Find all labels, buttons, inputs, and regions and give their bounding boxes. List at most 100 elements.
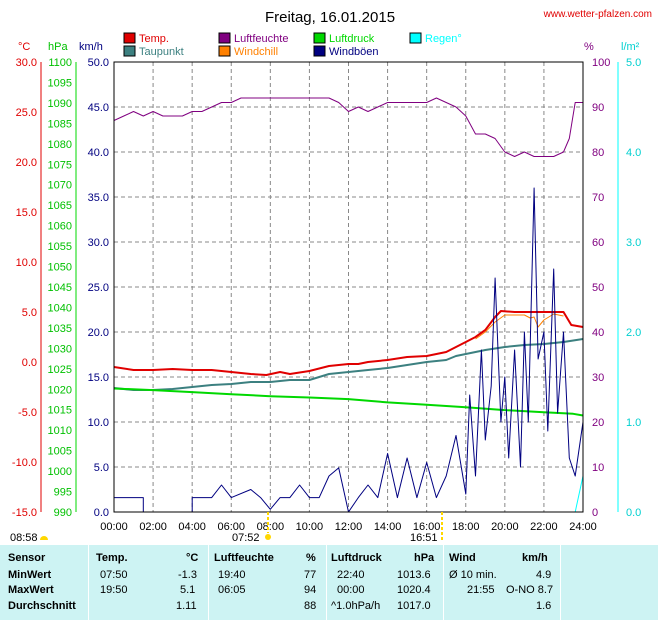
temp-tick-label: 25.0 <box>16 107 37 119</box>
humidity-tick-label: 60 <box>592 237 604 249</box>
rain-tick-label: 3.0 <box>626 237 641 249</box>
pressure-tick-label: 1010 <box>48 425 72 437</box>
wind-tick-label: 5.0 <box>94 462 109 474</box>
temp-unit-label: °C <box>18 41 30 53</box>
wind-tick-label: 35.0 <box>88 192 109 204</box>
pressure-tick-label: 990 <box>54 507 72 519</box>
temp-tick-label: 5.0 <box>22 307 37 319</box>
row-min-wind-desc: Ø 10 min. <box>449 569 497 581</box>
header-wind: Wind <box>449 552 476 564</box>
x-tick-label: 10:00 <box>296 521 324 533</box>
wind-tick-label: 30.0 <box>88 237 109 249</box>
temp-tick-label: 30.0 <box>16 57 37 69</box>
pressure-tick-label: 1060 <box>48 221 72 233</box>
pressure-tick-label: 1020 <box>48 384 72 396</box>
temp-tick-label: 15.0 <box>16 207 37 219</box>
row-max-temp-value: 5.1 <box>180 584 196 596</box>
row-min-pressure-time: 22:40 <box>337 569 365 581</box>
x-tick-label: 08:00 <box>257 521 285 533</box>
legend-label: Taupunkt <box>139 46 184 58</box>
dewpoint-series <box>113 338 584 391</box>
pressure-tick-label: 1000 <box>48 466 72 478</box>
row-min-pressure-value: 1013.6 <box>397 569 431 581</box>
x-tick-label: 04:00 <box>178 521 206 533</box>
pressure-tick-label: 1040 <box>48 302 72 314</box>
pressure-tick-label: 1095 <box>48 77 72 89</box>
wind-gust-series <box>114 187 584 513</box>
rain-tick-label: 0.0 <box>626 507 641 519</box>
row-max-humidity-value: 94 <box>304 584 317 596</box>
rain-tick-label: 1.0 <box>626 417 641 429</box>
humidity-tick-label: 40 <box>592 327 604 339</box>
temp-tick-label: 20.0 <box>16 157 37 169</box>
x-tick-label: 24:00 <box>569 521 597 533</box>
header-sensor: Sensor <box>8 552 46 564</box>
x-tick-label: 02:00 <box>139 521 167 533</box>
row-max-wind-desc: 21:55 <box>467 584 495 596</box>
rain-tick-label: 5.0 <box>626 57 641 69</box>
statistics-table: Sensor Temp. °C Luftfeuchte % Luftdruck … <box>0 545 658 620</box>
legend-swatch <box>218 32 231 44</box>
wind-tick-label: 45.0 <box>88 102 109 114</box>
x-tick-label: 06:00 <box>217 521 245 533</box>
row-min-temp-time: 07:50 <box>100 569 128 581</box>
sunrise-icon <box>40 536 48 540</box>
x-tick-label: 22:00 <box>530 521 558 533</box>
legend-swatch <box>409 32 422 44</box>
pressure-tick-label: 1100 <box>48 57 72 69</box>
humidity-tick-label: 100 <box>592 57 610 69</box>
x-tick-label: 00:00 <box>100 521 128 533</box>
pressure-tick-label: 1080 <box>48 139 72 151</box>
row-min-humidity-value: 77 <box>304 569 317 581</box>
windchill-series <box>475 313 564 340</box>
temp-tick-label: -15.0 <box>12 507 37 519</box>
pressure-unit-label: hPa <box>48 41 68 53</box>
legend-label: Windchill <box>234 46 278 58</box>
legend-label: Regen° <box>425 33 462 45</box>
humidity-tick-label: 80 <box>592 147 604 159</box>
row-max-label: MaxWert <box>8 584 54 596</box>
temp-tick-label: -10.0 <box>12 457 37 469</box>
pressure-tick-label: 1025 <box>48 364 72 376</box>
chart-title: Freitag, 16.01.2015 <box>265 9 395 26</box>
legend-swatch <box>123 32 136 44</box>
row-min-wind-value: 4.9 <box>536 569 552 581</box>
pressure-series <box>113 387 584 417</box>
header-temp-unit: °C <box>186 552 199 564</box>
legend-label: Luftfeuchte <box>234 33 288 45</box>
wind-tick-label: 25.0 <box>88 282 109 294</box>
pressure-tick-label: 1005 <box>48 446 72 458</box>
temp-tick-label: 10.0 <box>16 257 37 269</box>
pressure-tick-label: 1065 <box>48 200 72 212</box>
wind-tick-label: 20.0 <box>88 327 109 339</box>
row-max-pressure-value: 1020.4 <box>397 584 431 596</box>
header-humidity: Luftfeuchte <box>214 552 274 564</box>
header-pressure-unit: hPa <box>414 552 435 564</box>
legend-swatch <box>123 45 136 57</box>
row-avg-humidity-value: 88 <box>304 600 317 612</box>
legend-label: Windböen <box>329 46 379 58</box>
row-avg-pressure-value: 1017.0 <box>397 600 431 612</box>
pressure-tick-label: 1050 <box>48 262 72 274</box>
legend-swatch <box>313 32 326 44</box>
pressure-tick-label: 1090 <box>48 98 72 110</box>
x-tick-label: 14:00 <box>374 521 402 533</box>
plot-frame <box>113 61 584 513</box>
pressure-tick-label: 1015 <box>48 405 72 417</box>
rain-tick-label: 2.0 <box>626 327 641 339</box>
site-label: www.wetter-pfalzen.com <box>543 9 652 20</box>
humidity-unit-label: % <box>584 41 594 53</box>
pressure-tick-label: 1075 <box>48 159 72 171</box>
wind-tick-label: 15.0 <box>88 372 109 384</box>
row-max-pressure-time: 00:00 <box>337 584 365 596</box>
sunrise-label: 08:58 <box>10 532 38 544</box>
sun-icon <box>265 534 271 540</box>
header-humidity-unit: % <box>306 552 316 564</box>
wind-tick-label: 10.0 <box>88 417 109 429</box>
humidity-tick-label: 50 <box>592 282 604 294</box>
wind-unit-label: km/h <box>79 41 103 53</box>
legend-swatch <box>313 45 326 57</box>
x-tick-label: 20:00 <box>491 521 519 533</box>
legend-label: Luftdruck <box>329 33 375 45</box>
row-avg-label: Durchschnitt <box>8 600 76 612</box>
